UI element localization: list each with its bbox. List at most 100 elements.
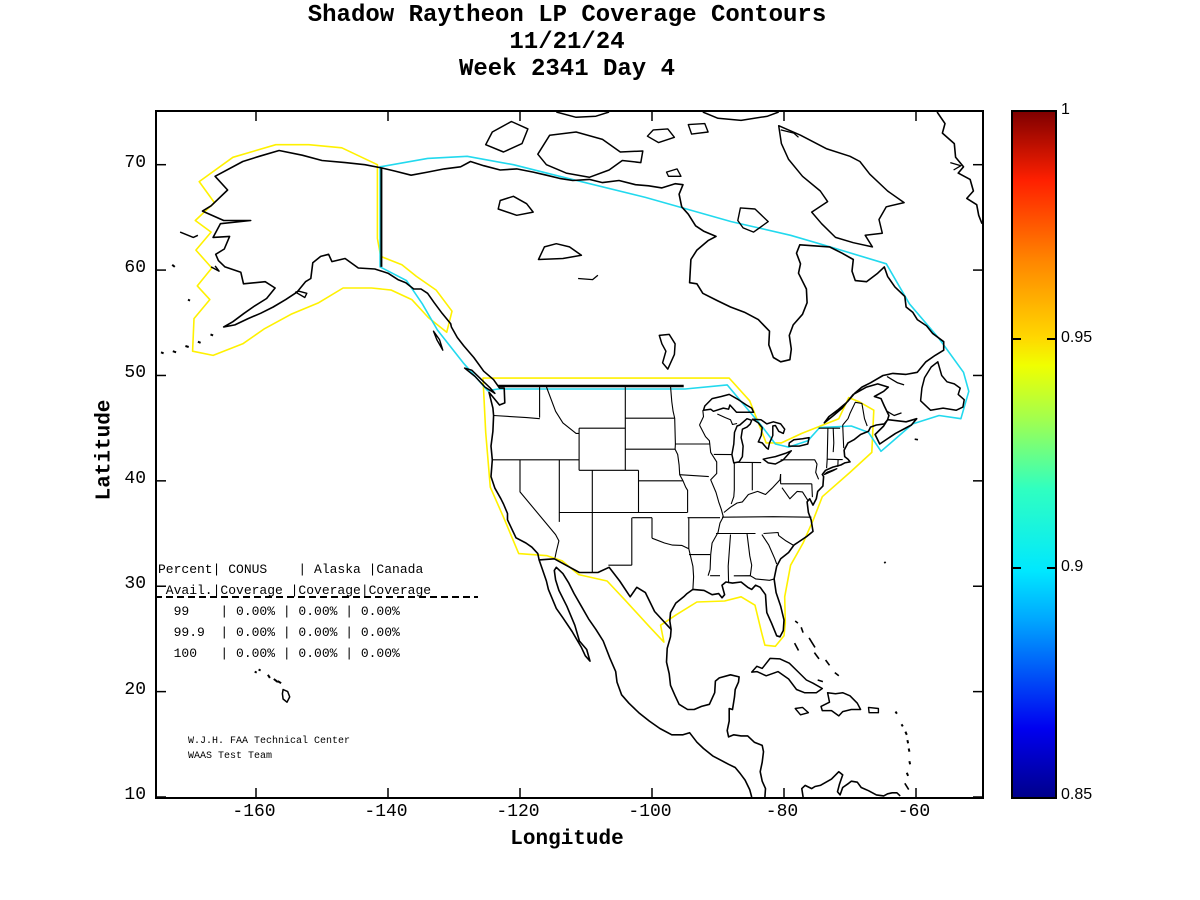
attribution-line-2: WAAS Test Team xyxy=(188,751,273,762)
map-aleutian-2 xyxy=(197,340,201,344)
map-island-st-lawrence xyxy=(179,231,199,239)
map-hawaii-niihau xyxy=(254,670,258,674)
map-island-bermuda xyxy=(883,561,887,564)
map-island-disko xyxy=(950,161,962,171)
map-antilles-3 xyxy=(904,731,908,736)
map-hawaii-kauai xyxy=(258,668,262,672)
map-island-nunivak xyxy=(210,265,220,272)
map-island-anticosti xyxy=(886,375,905,386)
x-tick-label: -120 xyxy=(496,802,540,822)
map-island-vancouver xyxy=(463,367,496,395)
map-state-tx-la xyxy=(688,548,695,590)
y-tick-label: 50 xyxy=(124,363,146,384)
map-state-ny-east xyxy=(826,428,829,469)
map-state-red-river xyxy=(651,537,690,550)
map-antilles-7 xyxy=(905,772,910,777)
coverage-table-header-1: Percent| CONUS | Alaska |Canada xyxy=(158,562,424,577)
map-aleutian-3 xyxy=(185,345,189,348)
title-line-2: 11/21/24 xyxy=(509,29,625,56)
map-antilles-6 xyxy=(908,760,912,765)
map-state-ca-nv xyxy=(519,459,560,558)
map-state-mn-wi xyxy=(699,410,705,426)
map-island-banks xyxy=(484,120,529,153)
map-river-red-north xyxy=(669,385,676,419)
colorbar-label-095: 0.95 xyxy=(1061,329,1093,346)
map-river-ohio xyxy=(723,474,782,513)
x-tick-label: -160 xyxy=(232,802,276,822)
map-island-king-william xyxy=(665,168,682,177)
map-state-ia-mo xyxy=(679,474,709,478)
map-state-nc-sc xyxy=(763,531,794,546)
x-tick-label: -60 xyxy=(897,802,931,822)
map-island-puerto-rico xyxy=(867,706,880,714)
map-river-mississippi xyxy=(699,424,724,576)
coverage-table-row-99: 99 | 0.00% | 0.00% | 0.00% xyxy=(158,604,400,619)
map-state-fl-north xyxy=(733,575,775,581)
coverage-table: Percent| CONUS | Alaska |Canada Avail.|C… xyxy=(158,559,431,664)
coverage-map xyxy=(157,112,982,797)
map-bahamas-6 xyxy=(824,659,831,666)
map-state-wa-or xyxy=(493,414,540,420)
map-island-pei xyxy=(886,410,902,417)
coverage-table-row-999: 99.9 | 0.00% | 0.00% | 0.00% xyxy=(158,625,400,640)
map-aleutian-1 xyxy=(210,333,214,337)
map-border-us-mexico xyxy=(539,558,672,630)
map-lake-ontario xyxy=(788,436,810,447)
map-island-long-island xyxy=(823,468,838,476)
map-lake-erie xyxy=(762,450,793,465)
map-hawaii-big-island xyxy=(281,688,291,703)
map-aleutian-4 xyxy=(172,350,177,354)
y-tick-label: 60 xyxy=(124,258,146,279)
map-bahamas-1 xyxy=(794,620,799,624)
map-island-sable xyxy=(914,438,919,441)
map-bahamas-8 xyxy=(834,671,840,677)
x-tick-label: -80 xyxy=(765,802,799,822)
map-island-hispaniola xyxy=(820,691,862,717)
map-bahamas-7 xyxy=(817,679,824,683)
colorbar xyxy=(1011,110,1057,799)
map-lake-huron xyxy=(751,418,786,450)
map-state-id-mt xyxy=(545,385,580,434)
map-hawaii-oahu xyxy=(267,674,271,679)
map-island-devon xyxy=(702,112,779,122)
x-axis-label: Longitude xyxy=(510,828,624,851)
title-line-3: Week 2341 Day 4 xyxy=(458,56,676,83)
coverage-table-row-100: 100 | 0.00% | 0.00% | 0.00% xyxy=(158,646,400,661)
map-bahamas-5 xyxy=(813,652,820,660)
map-antilles-2 xyxy=(900,723,904,727)
coverage-table-underline xyxy=(155,596,478,598)
x-tick-label: -140 xyxy=(364,802,408,822)
map-state-al-ms xyxy=(727,534,732,584)
map-state-vt-nh xyxy=(832,428,835,453)
colorbar-label-085: 0.85 xyxy=(1061,786,1093,803)
map-state-pa-ny xyxy=(780,459,820,480)
map-state-wv-va xyxy=(781,487,809,501)
x-tick-label: -100 xyxy=(628,802,672,822)
map-state-md-de xyxy=(811,483,813,498)
map-lake-superior xyxy=(702,393,755,414)
coverage-table-header-2: Avail.|Coverage |Coverage|Coverage xyxy=(158,583,432,598)
attribution-line-1: W.J.H. FAA Technical Center xyxy=(188,736,351,747)
y-tick-label: 40 xyxy=(124,468,146,489)
map-bahamas-2 xyxy=(800,627,804,633)
map-aleutian-5 xyxy=(160,351,164,355)
map-island-kodiak xyxy=(294,290,308,299)
map-state-il-in xyxy=(730,462,735,505)
map-border-maine xyxy=(842,401,868,427)
map-island-somerset xyxy=(687,122,709,135)
colorbar-label-09: 0.9 xyxy=(1061,558,1084,575)
map-state-lat3655 xyxy=(721,516,812,518)
colorbar-tick-090-left xyxy=(1013,567,1021,569)
y-tick-label: 10 xyxy=(124,785,146,805)
map-island-melville xyxy=(556,112,610,119)
colorbar-label-1: 1 xyxy=(1061,101,1070,118)
map-antilles-4 xyxy=(906,739,910,744)
map-lake-michigan xyxy=(731,417,753,464)
colorbar-tick-095-right xyxy=(1047,338,1055,340)
map-island-baffin xyxy=(777,124,905,248)
map-lake-great-bear xyxy=(497,195,534,217)
map-coast-greenland xyxy=(936,112,982,224)
map-island-trinidad xyxy=(904,782,910,791)
map-lake-athabasca xyxy=(578,274,599,281)
